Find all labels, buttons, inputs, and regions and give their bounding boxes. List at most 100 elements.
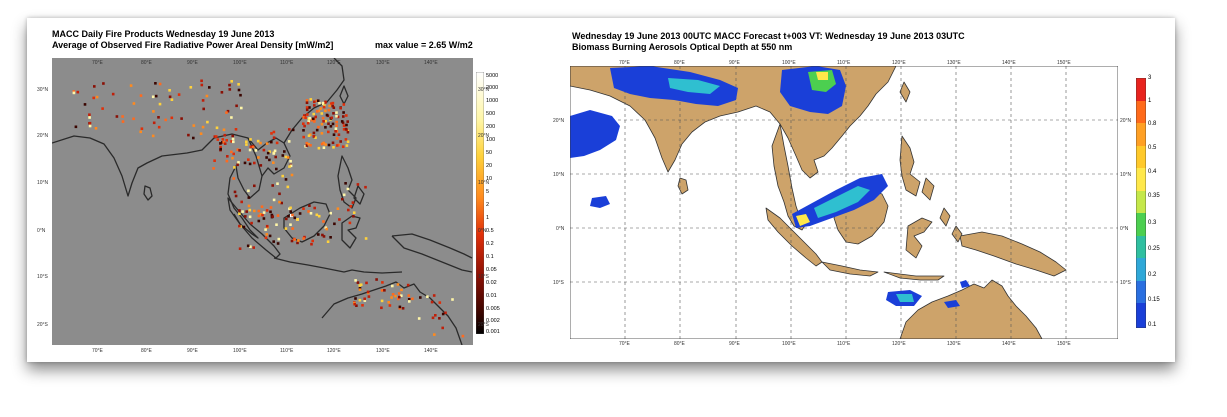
fire-pixel [303,114,306,117]
left-cb-label: 0.02 [486,280,497,286]
fire-pixel [342,128,346,131]
fire-pixel [259,141,262,145]
fire-pixel [363,299,367,302]
fire-pixel [391,293,395,296]
fire-pixel [239,93,242,97]
fire-pixel [289,206,292,210]
fire-pixel [88,121,92,125]
fire-pixel [323,104,326,107]
fire-pixel [115,115,119,118]
lat-tick: 0°N [556,226,565,232]
fire-pixel [129,84,133,87]
fire-pixel [315,110,319,113]
fire-pixel [248,208,252,212]
fire-pixel [111,92,115,96]
fire-pixel [221,138,225,141]
lon-tick: 140°E [1002,60,1016,66]
fire-pixel [303,124,306,128]
fire-pixel [151,95,155,99]
fire-pixel [226,109,230,113]
fire-pixel [226,155,229,158]
left-cb-label: 50 [486,150,493,156]
fire-pixel [411,297,414,301]
fire-pixel [322,220,325,223]
lon-tick: 90°E [187,60,198,66]
lon-tick: 110°E [837,60,851,66]
fire-pixel [199,132,203,135]
fire-pixel [334,130,337,133]
aerosol-plumes [570,66,970,308]
fire-pixel [206,120,209,124]
fire-pixel [356,281,360,284]
fire-pixel [331,104,334,108]
fire-pixel [326,240,330,243]
right-colorbar [1136,78,1146,328]
fire-pixel [306,113,309,116]
fire-pixel [262,148,266,152]
fire-pixel [273,149,277,153]
fire-pixel [354,279,357,282]
fire-pixel [387,301,390,304]
fire-pixel [158,82,162,86]
fire-pixel [354,297,357,300]
fire-pixel [230,80,233,83]
fire-pixel [344,138,348,141]
left-cb-label: 2 [486,202,490,208]
right-title-line1: Wednesday 19 June 2013 00UTC MACC Foreca… [572,31,965,41]
fire-pixel [304,116,307,120]
fire-pixel [341,197,344,201]
right-cb-label: 1 [1148,98,1152,104]
lat-tick: 10°S [553,280,564,286]
fire-pixel [433,333,436,336]
fire-pixel [232,140,235,144]
fire-pixel [296,241,299,245]
fire-pixel [164,118,167,122]
fire-pixel [310,119,314,122]
left-cb-label: 5 [486,189,490,195]
fire-pixel [205,94,209,98]
fire-pixel [237,88,241,92]
fire-pixel [332,106,336,109]
fire-pixel [345,144,349,147]
fire-pixel [276,242,280,245]
fire-pixel [314,115,317,119]
fire-pixel [329,125,333,128]
fire-pixel [341,121,345,125]
fire-pixel [318,101,321,105]
lon-tick: 100°E [782,60,796,66]
fire-pixel [312,117,315,121]
fire-pixel [225,159,229,163]
fire-pixel [230,140,233,143]
fire-pixel [76,90,80,94]
left-max-value: max value = 2.65 W/m2 [375,40,473,50]
lat-tick: 10°S [478,274,489,280]
fire-pixel [339,140,342,143]
fire-pixel [261,213,264,217]
fire-pixel [249,145,253,149]
fire-pixel [335,111,338,114]
fire-pixel [152,110,155,113]
fire-pixel [252,246,255,249]
fire-pixel [275,223,278,226]
fire-pixel [358,284,362,287]
fire-pixels-group [72,79,465,338]
lat-tick: 0°N [1120,226,1129,232]
fire-pixel [314,136,317,139]
fire-pixel [170,98,174,101]
fire-pixel [352,215,355,218]
fire-pixel [401,307,405,310]
fire-pixel [358,287,362,290]
fire-pixel [390,296,393,299]
fire-pixel [288,165,291,168]
lat-tick: 0°N [478,228,487,234]
fire-pixel [298,212,302,215]
fire-pixel [200,83,204,87]
fire-pixel [396,297,400,301]
fire-pixel [297,239,300,242]
fire-pixel [283,150,286,153]
lon-tick: 90°E [729,60,740,66]
fire-pixel [72,90,76,93]
right-cb-label: 0.1 [1148,322,1157,328]
lon-tick: 100°E [233,60,247,66]
fire-pixel [248,148,252,152]
